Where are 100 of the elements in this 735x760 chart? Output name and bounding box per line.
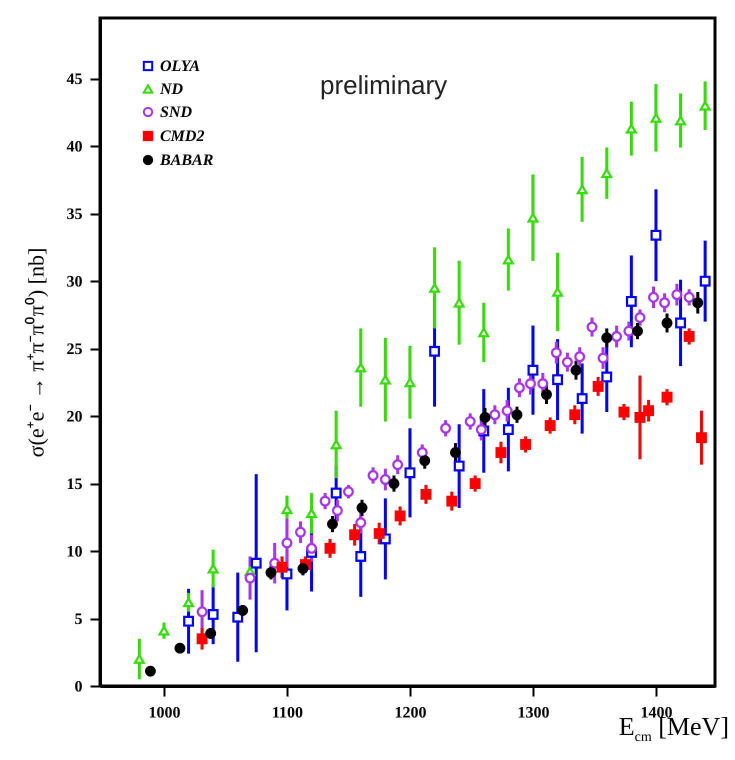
point	[356, 502, 368, 514]
y-tick-label: 0	[74, 678, 82, 696]
point	[355, 551, 366, 562]
x-tick-label: 1200	[394, 704, 426, 722]
point	[380, 474, 391, 485]
point	[237, 605, 248, 616]
point	[429, 346, 440, 357]
point	[692, 297, 704, 308]
point	[675, 318, 686, 328]
point	[514, 382, 525, 394]
point	[528, 364, 538, 376]
point	[496, 447, 506, 458]
point	[601, 168, 612, 178]
x-tick-label: 1100	[272, 704, 304, 722]
point	[632, 326, 643, 337]
point	[183, 616, 194, 627]
point	[158, 626, 170, 636]
point	[470, 478, 481, 490]
point	[626, 296, 637, 307]
point	[208, 609, 219, 620]
point	[634, 312, 646, 324]
point	[208, 564, 219, 574]
y-tick-label: 5	[74, 611, 82, 628]
y-tick-label: 20	[66, 408, 82, 426]
point	[550, 347, 562, 358]
point	[675, 116, 686, 126]
point	[454, 298, 465, 308]
y-axis-title: σ(e⁺e⁻ → π⁺π⁻π⁰π⁰) [nb]	[24, 248, 48, 458]
point	[502, 424, 514, 436]
point	[134, 654, 145, 664]
y-tick-label: 30	[66, 274, 82, 291]
point	[183, 597, 194, 608]
point	[576, 184, 588, 194]
point	[295, 526, 306, 538]
point	[464, 416, 476, 427]
point	[520, 439, 532, 450]
point	[601, 332, 612, 344]
point	[502, 405, 513, 416]
point	[429, 283, 440, 293]
legend-label: BABAR	[159, 152, 214, 169]
point	[476, 424, 487, 436]
point	[623, 326, 634, 337]
legend-label: CMD2	[160, 128, 204, 145]
point	[205, 628, 216, 639]
point	[368, 470, 378, 481]
point	[648, 292, 659, 303]
point	[544, 420, 556, 431]
point	[480, 412, 490, 423]
point	[598, 352, 608, 364]
point	[570, 364, 582, 376]
point	[416, 447, 428, 458]
y-tick-label: 35	[66, 206, 82, 224]
point	[659, 297, 670, 308]
point	[306, 508, 317, 518]
point	[440, 422, 452, 434]
point	[330, 488, 342, 498]
point	[282, 504, 292, 514]
point	[419, 455, 430, 466]
point	[450, 447, 461, 458]
point	[244, 572, 256, 584]
point	[196, 606, 208, 618]
point	[145, 666, 156, 677]
y-tick-label: 15	[66, 476, 82, 494]
point	[700, 100, 711, 111]
point	[650, 113, 662, 123]
point	[671, 289, 682, 300]
point	[324, 542, 336, 554]
point	[574, 351, 586, 362]
point	[332, 505, 343, 516]
point	[618, 406, 630, 418]
point	[404, 467, 416, 478]
point	[388, 478, 400, 489]
point	[446, 496, 458, 507]
point	[374, 528, 385, 539]
point	[650, 230, 662, 241]
point	[298, 563, 308, 574]
y-tick-label: 40	[66, 138, 82, 156]
y-tick-label: 45	[66, 71, 82, 88]
point	[306, 542, 317, 554]
point	[684, 292, 695, 303]
point	[592, 380, 604, 392]
point	[404, 378, 416, 388]
point	[343, 486, 354, 498]
point	[392, 459, 404, 470]
point	[586, 322, 598, 332]
point	[266, 567, 276, 578]
point	[562, 356, 573, 368]
point	[330, 440, 342, 450]
legend-label: OLYA	[160, 58, 200, 75]
y-tick-label: 25	[66, 341, 82, 358]
point	[320, 496, 331, 507]
point	[700, 276, 711, 287]
point	[552, 287, 563, 297]
point	[502, 254, 514, 264]
point	[420, 488, 432, 500]
point	[601, 372, 612, 382]
point	[478, 328, 490, 338]
point	[576, 393, 588, 404]
point	[643, 405, 654, 416]
point	[489, 409, 500, 420]
